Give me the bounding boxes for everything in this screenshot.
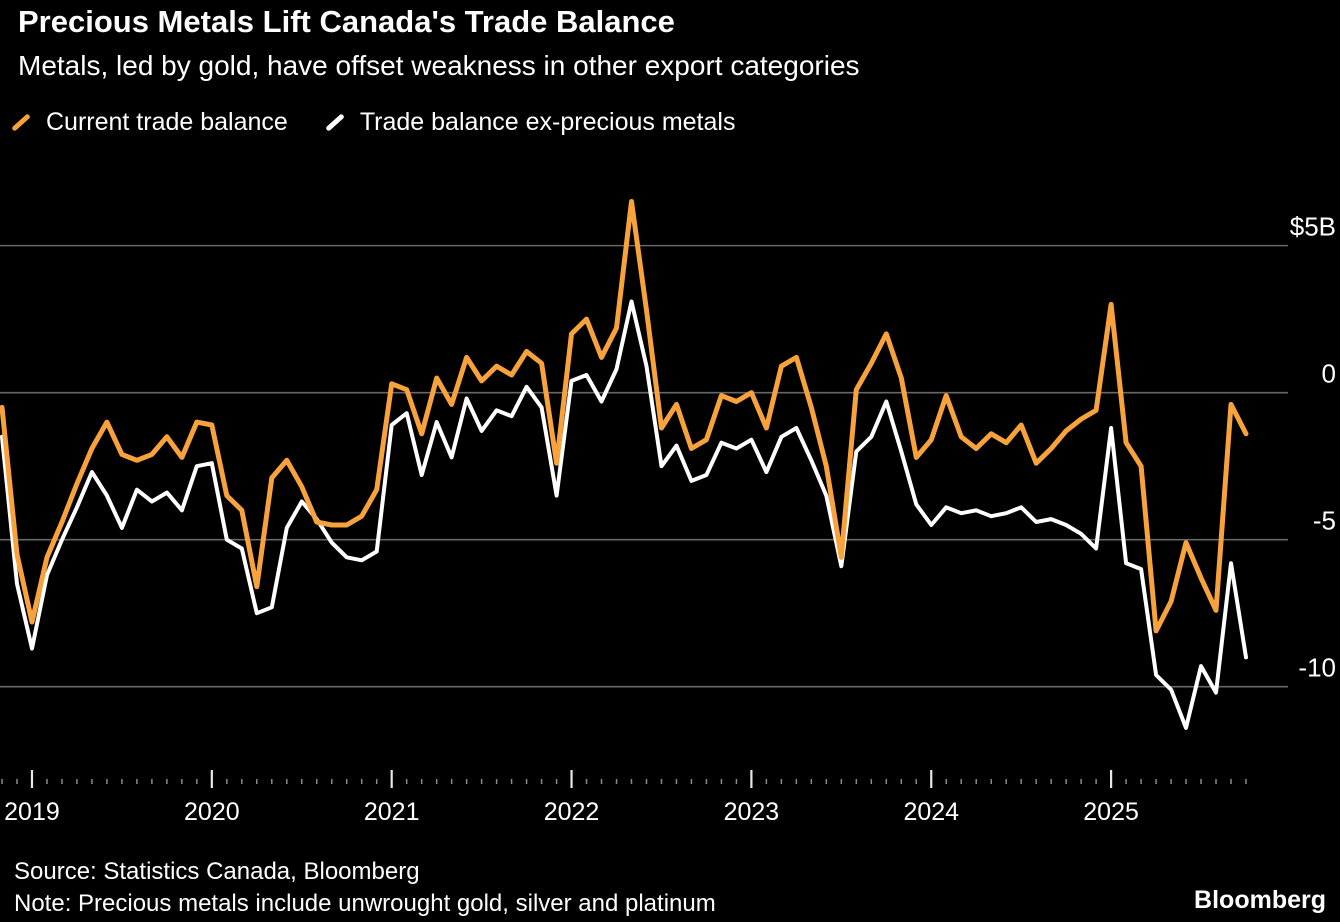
legend-label: Current trade balance <box>46 108 288 136</box>
legend-stroke-icon <box>324 113 345 132</box>
y-gridlines <box>0 244 1288 688</box>
y-tick-label: $5B <box>1290 212 1336 242</box>
series-line-ex-metals <box>0 299 1248 730</box>
legend-stroke-icon <box>11 113 31 132</box>
y-tick-label: -10 <box>1298 653 1336 683</box>
y-tick-label: 0 <box>1322 359 1336 389</box>
x-tick-label: 2020 <box>184 798 240 826</box>
legend-item-ex-metals: Trade balance ex-precious metals <box>324 108 736 137</box>
series-line-current <box>0 199 1249 634</box>
x-axis-labels: 2019 2020 2021 2022 2023 2024 2025 <box>4 798 1139 826</box>
chart-legend: Current trade balance Trade balance ex-p… <box>10 108 735 137</box>
bloomberg-logo: Bloomberg <box>1194 886 1326 914</box>
footnote: Note: Precious metals include unwrought … <box>14 890 716 917</box>
page-title: Precious Metals Lift Canada's Trade Bala… <box>18 4 675 39</box>
y-axis-labels: $5B 0 -5 -10 <box>1290 212 1336 683</box>
y-tick-label: -5 <box>1313 506 1336 536</box>
legend-item-current: Current trade balance <box>10 108 288 137</box>
source-note: Source: Statistics Canada, Bloomberg <box>14 858 420 885</box>
x-tick-label: 2021 <box>364 798 420 826</box>
x-tick-label: 2025 <box>1083 798 1139 826</box>
chart-subtitle: Metals, led by gold, have offset weaknes… <box>18 50 860 81</box>
x-tick-label: 2022 <box>544 798 600 826</box>
x-tick-label: 2023 <box>724 798 780 826</box>
x-tick-label: 2024 <box>903 798 959 826</box>
x-tick-label: 2019 <box>4 798 60 826</box>
legend-label: Trade balance ex-precious metals <box>359 108 736 136</box>
x-axis-ticks <box>1 770 1247 788</box>
